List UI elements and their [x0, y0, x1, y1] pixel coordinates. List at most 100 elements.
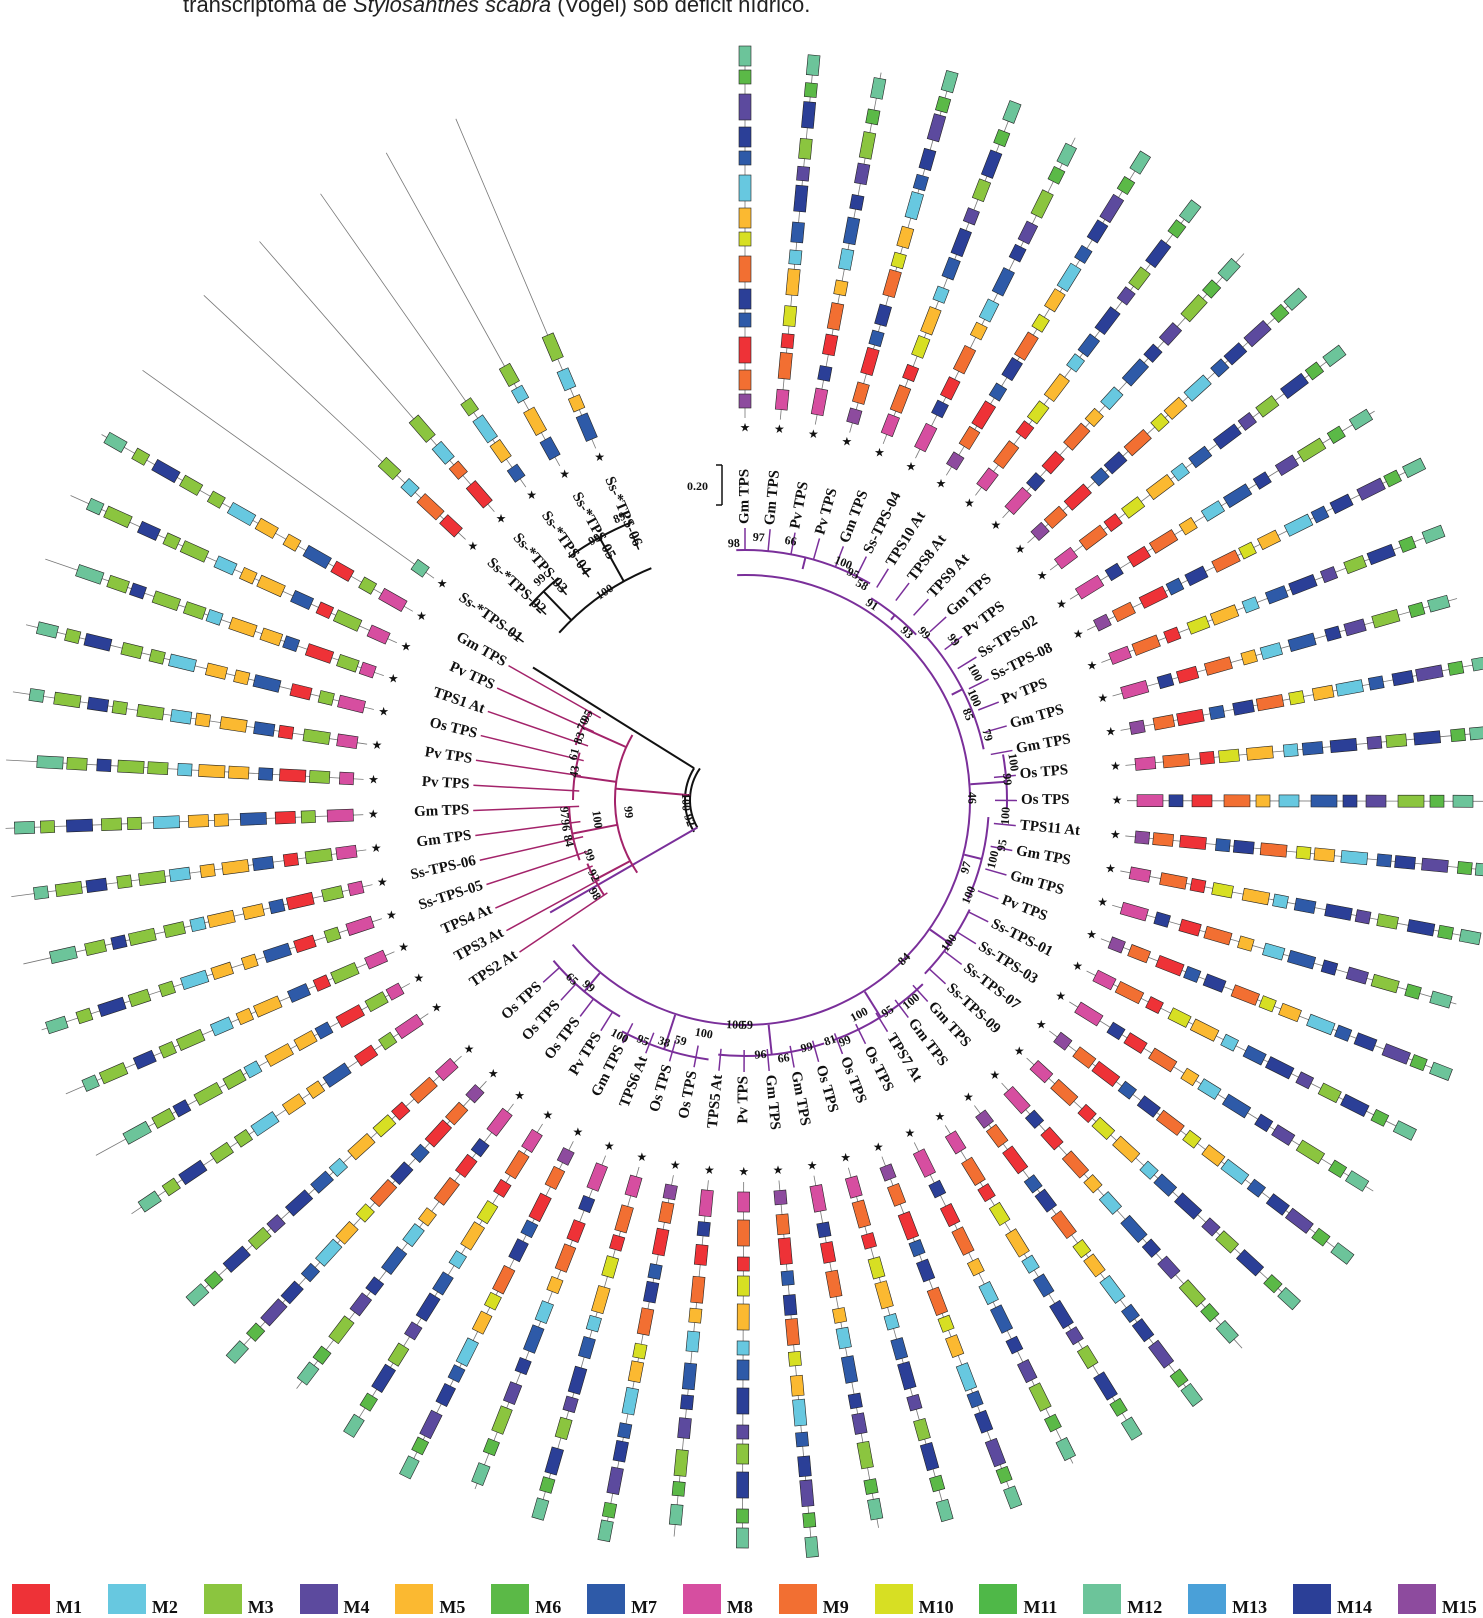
motif-block [935, 95, 952, 114]
tip-branch [993, 822, 1016, 827]
motif-block [148, 648, 166, 665]
motif-block [1103, 513, 1123, 532]
motif-block [971, 400, 997, 430]
motif-block [1165, 577, 1185, 596]
motif-block [1371, 608, 1401, 629]
star-marker: ★ [413, 971, 424, 985]
motif-block [624, 1174, 643, 1198]
motif-block [1116, 176, 1136, 196]
motif-block [1278, 1002, 1302, 1023]
tip-branch [875, 1012, 889, 1033]
motif-block [1191, 794, 1213, 808]
motif-track [944, 1130, 1143, 1441]
motif-block [932, 285, 950, 304]
motif-block [1270, 303, 1290, 323]
motif-block [1211, 882, 1234, 899]
motif-block [377, 456, 402, 481]
motif-block [250, 1111, 280, 1137]
star-marker: ★ [906, 460, 917, 474]
motif-block [1074, 244, 1093, 264]
motif-block [33, 885, 50, 900]
motif-block [1200, 1302, 1220, 1323]
motif-block [365, 1276, 385, 1296]
motif-block [252, 674, 282, 693]
legend-swatch [1397, 1584, 1436, 1614]
motif-block [304, 848, 333, 865]
motif-track-line [142, 369, 435, 579]
motif-block [404, 1321, 423, 1341]
motif-block [1099, 1274, 1126, 1304]
motif-block [688, 1307, 703, 1324]
bootstrap-value: 100 [694, 1025, 714, 1042]
tip-branch [519, 892, 608, 953]
motif-block [790, 221, 805, 244]
motif-block [889, 384, 912, 414]
motif-block [13, 820, 36, 835]
motif-block [1295, 1071, 1315, 1090]
legend-swatch [682, 1584, 721, 1614]
star-marker: ★ [378, 704, 389, 718]
motif-block [597, 1519, 614, 1543]
motif-track [736, 1191, 750, 1549]
motif-block [372, 1114, 397, 1138]
legend-swatch [299, 1584, 338, 1614]
motif-track-line [1112, 904, 1457, 1005]
motif-block [332, 609, 363, 632]
branch-to-black-clade [532, 666, 695, 770]
motif-track [122, 982, 405, 1145]
motif-block [1158, 322, 1183, 346]
motif-block [193, 1081, 223, 1106]
motif-block [1356, 477, 1386, 501]
motif-block [182, 601, 207, 620]
motif-block [163, 921, 186, 939]
motif-track [408, 414, 493, 509]
motif-block [562, 1395, 579, 1414]
motif-block [410, 558, 430, 578]
star-marker: ★ [1014, 1044, 1025, 1058]
motif-block [1278, 794, 1300, 808]
motif-block [810, 387, 829, 417]
motif-block [1163, 626, 1182, 644]
motif-block [788, 249, 803, 266]
tip-label: TPS1 At [431, 685, 487, 718]
tip-branch [968, 911, 989, 923]
motif-block [833, 279, 849, 297]
caption-species: Stylosanthes scabra [352, 0, 552, 17]
tip-label: Os TPS [647, 1063, 676, 1114]
motif-block [912, 1148, 936, 1178]
star-marker: ★ [1055, 989, 1066, 1003]
motif-block [1092, 969, 1117, 991]
motif-block [1320, 959, 1339, 976]
star-marker: ★ [604, 1139, 615, 1153]
motif-block [96, 758, 112, 772]
motif-block [1201, 1217, 1221, 1237]
motif-block [1283, 513, 1314, 537]
motif-block [262, 942, 292, 963]
bootstrap-value: 97 [752, 530, 765, 545]
motif-block [1252, 471, 1272, 490]
motif-block [1370, 973, 1400, 994]
motif-block [330, 560, 355, 582]
motif-block [455, 1337, 479, 1367]
motif-block [690, 1275, 706, 1304]
motif-block [198, 764, 226, 779]
motif-block [1458, 928, 1482, 946]
motif-block [228, 765, 250, 780]
bootstrap-value: 92 [585, 867, 603, 884]
motif-block [1074, 574, 1105, 600]
motif-block [1044, 288, 1066, 313]
motif-block [698, 1189, 714, 1217]
star-marker: ★ [807, 1158, 818, 1172]
motif-block [330, 962, 360, 985]
motif-block [1277, 1286, 1301, 1311]
motif-block [1053, 1031, 1073, 1051]
motif-block [1112, 1135, 1141, 1163]
motif-block [904, 191, 925, 221]
motif-block [290, 590, 315, 610]
motif-track [1004, 257, 1241, 515]
motif-block [1129, 150, 1151, 175]
star-marker: ★ [808, 427, 819, 441]
motif-block [415, 1292, 441, 1322]
motif-block [470, 1137, 490, 1158]
motif-block [137, 1190, 162, 1213]
